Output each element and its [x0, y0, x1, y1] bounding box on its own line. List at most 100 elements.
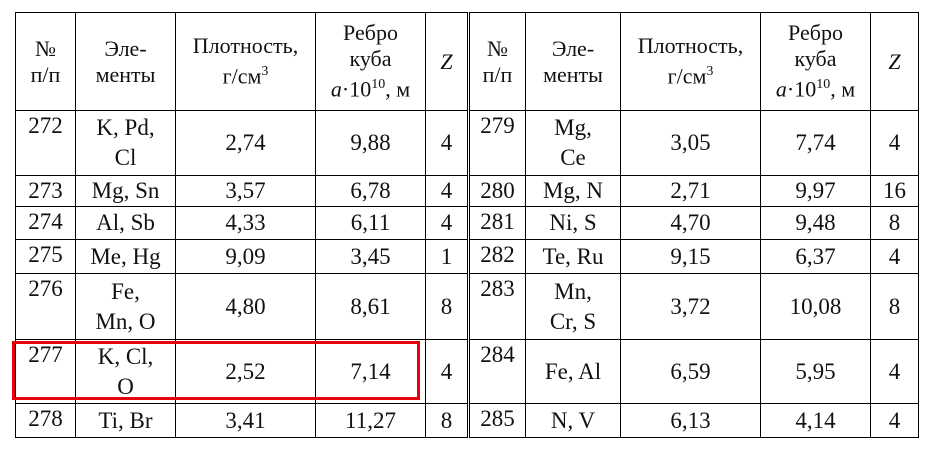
header-text: куба	[794, 46, 837, 72]
table-cell: 284	[468, 339, 526, 404]
table-cell: 8	[870, 273, 919, 340]
header-text: г/см	[667, 63, 707, 89]
table-cell: 6,59	[620, 339, 761, 404]
header-cell: № п/п	[468, 12, 526, 111]
table-cell: 11,27	[315, 403, 426, 438]
header-line: Эле-	[79, 36, 172, 62]
table-cell: 4	[870, 403, 919, 438]
header-superscript: 10	[371, 77, 386, 93]
header-cell: № п/п	[15, 12, 76, 111]
header-cell: Ребро куба a·1010, м	[760, 12, 871, 111]
table-cell: 3,05	[620, 110, 761, 176]
table-cell: 3,41	[175, 403, 316, 438]
table-cell: 6,78	[315, 175, 426, 207]
table-cell: 4,33	[175, 206, 316, 240]
header-line: Плотность,	[179, 33, 312, 59]
header-variable: Z	[888, 48, 901, 74]
header-line: №	[473, 36, 522, 62]
table-cell: 4	[870, 339, 919, 404]
table-cell: 285	[468, 403, 526, 438]
header-text: Ребро	[343, 20, 398, 46]
table-cell: 2,74	[175, 110, 316, 176]
header-superscript: 3	[261, 64, 269, 80]
header-line: a·1010, м	[764, 72, 867, 102]
header-line: п/п	[19, 62, 72, 88]
table-cell: 281	[468, 206, 526, 240]
table-cell: 9,88	[315, 110, 426, 176]
table-cell: Fe, Al	[525, 339, 621, 404]
header-text: ·10	[786, 76, 817, 102]
table-cell: 4	[425, 206, 470, 240]
table-cell: 1	[425, 239, 470, 274]
table-cell: 283	[468, 273, 526, 340]
header-text: , м	[830, 76, 856, 102]
header-line: Ребро	[764, 20, 867, 46]
header-superscript: 3	[706, 64, 714, 80]
header-text: Ребро	[788, 20, 843, 46]
header-line: Эле-	[529, 36, 617, 62]
table-cell: 7,14	[315, 339, 426, 404]
header-text: п/п	[482, 61, 513, 87]
header-variable: a	[330, 76, 342, 102]
header-text: Плотность,	[192, 33, 299, 59]
header-line: куба	[764, 46, 867, 72]
header-line: менты	[79, 62, 172, 88]
table-cell: 4,80	[175, 273, 316, 340]
header-text: №	[487, 35, 508, 61]
table-cell: 8	[425, 403, 470, 438]
table-cell: 4	[425, 110, 470, 176]
header-line: куба	[319, 46, 422, 72]
table-cell: 3,45	[315, 239, 426, 274]
table-cell: Mg, Ce	[525, 110, 621, 176]
table-cell: 4	[425, 339, 470, 404]
header-text: №	[35, 35, 56, 61]
table-cell: Al, Sb	[75, 206, 176, 240]
header-line: г/см3	[179, 59, 312, 89]
table-cell: 9,15	[620, 239, 761, 274]
header-text: , м	[385, 76, 411, 102]
header-line: Плотность,	[624, 33, 757, 59]
header-cell: Z	[425, 12, 470, 111]
table-cell: 8	[870, 206, 919, 240]
table-cell: 4,70	[620, 206, 761, 240]
header-row: № п/п Эле-менты Плотность, г/см3 Ребро куба a·1…	[15, 12, 919, 111]
table-cell: 10,08	[760, 273, 871, 340]
table-cell: 6,13	[620, 403, 761, 438]
table-cell: Me, Hg	[75, 239, 176, 274]
table-row: 275 Me, Hg 9,09 3,45 1 282 Te, Ru 9,15 6,37 4	[15, 239, 919, 274]
table-cell: 274	[15, 206, 76, 240]
table-row: 274 Al, Sb 4,33 6,11 4 281 Ni, S 4,70 9,48 8	[15, 206, 919, 240]
header-line: Z	[429, 49, 464, 75]
header-variable: Z	[440, 48, 453, 74]
table-cell: 4,14	[760, 403, 871, 438]
table-cell: K, Cl, O	[75, 339, 176, 404]
header-text: ·10	[341, 76, 372, 102]
header-text: менты	[95, 61, 156, 87]
table-cell: Mg, Sn	[75, 175, 176, 207]
table-cell: 8,61	[315, 273, 426, 340]
header-variable: a	[775, 76, 787, 102]
table-cell: 277	[15, 339, 76, 404]
header-text: менты	[543, 61, 603, 87]
table-row: 276 Fe, Mn, O 4,80 8,61 8 283 Mn, Cr, S 3,72 10,…	[15, 273, 919, 340]
data-table: № п/п Эле-менты Плотность, г/см3 Ребро куба a·1…	[15, 12, 919, 438]
header-text: куба	[349, 46, 392, 72]
header-cell: Эле-менты	[525, 12, 621, 111]
table-cell: Te, Ru	[525, 239, 621, 274]
header-text: п/п	[30, 61, 61, 87]
table-row: 272 K, Pd, Cl 2,74 9,88 4 279 Mg, Ce 3,05 7,74 4	[15, 110, 919, 176]
header-text: Плотность,	[637, 33, 744, 59]
table-cell: 4	[425, 175, 470, 207]
table-cell: 6,37	[760, 239, 871, 274]
header-line: г/см3	[624, 59, 757, 89]
table-cell: 272	[15, 110, 76, 176]
header-line: Z	[874, 49, 915, 75]
header-line: п/п	[473, 62, 522, 88]
header-line: Ребро	[319, 20, 422, 46]
header-text: Эле-	[551, 35, 595, 61]
header-cell: Ребро куба a·1010, м	[315, 12, 426, 111]
table-row: 273 Mg, Sn 3,57 6,78 4 280 Mg, N 2,71 9,97 16	[15, 175, 919, 207]
header-line: a·1010, м	[319, 72, 422, 102]
table-cell: 4	[870, 110, 919, 176]
